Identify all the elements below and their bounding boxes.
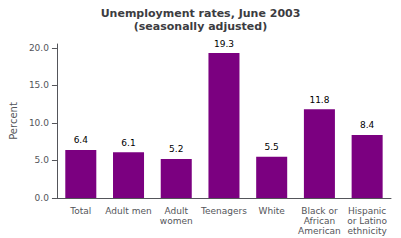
svg-text:(seasonally adjusted): (seasonally adjusted) xyxy=(134,20,267,33)
svg-text:White: White xyxy=(259,206,286,216)
svg-text:5.2: 5.2 xyxy=(169,144,183,154)
svg-text:or Latino: or Latino xyxy=(347,216,387,226)
svg-text:Total: Total xyxy=(69,206,91,216)
svg-text:Percent: Percent xyxy=(8,102,19,140)
svg-text:20.0: 20.0 xyxy=(29,43,49,53)
svg-text:Teenagers: Teenagers xyxy=(200,206,247,216)
svg-text:women: women xyxy=(160,216,193,226)
svg-text:Adult: Adult xyxy=(165,206,189,216)
svg-text:19.3: 19.3 xyxy=(214,39,234,49)
svg-text:0.0: 0.0 xyxy=(35,193,50,203)
svg-text:ethnicity: ethnicity xyxy=(347,226,387,236)
svg-text:5.0: 5.0 xyxy=(35,155,50,165)
svg-text:5.5: 5.5 xyxy=(265,142,279,152)
svg-text:6.4: 6.4 xyxy=(74,135,89,145)
svg-text:American: American xyxy=(298,226,341,236)
svg-text:6.1: 6.1 xyxy=(121,138,135,148)
svg-text:Adult men: Adult men xyxy=(105,206,151,216)
svg-text:Unemployment rates, June 2003: Unemployment rates, June 2003 xyxy=(101,7,301,20)
svg-text:15.0: 15.0 xyxy=(29,80,49,90)
svg-text:Black or: Black or xyxy=(301,206,338,216)
svg-text:Hispanic: Hispanic xyxy=(348,206,386,216)
svg-text:11.8: 11.8 xyxy=(309,95,329,105)
svg-text:African: African xyxy=(304,216,335,226)
svg-text:8.4: 8.4 xyxy=(360,120,375,130)
svg-text:10.0: 10.0 xyxy=(29,118,49,128)
